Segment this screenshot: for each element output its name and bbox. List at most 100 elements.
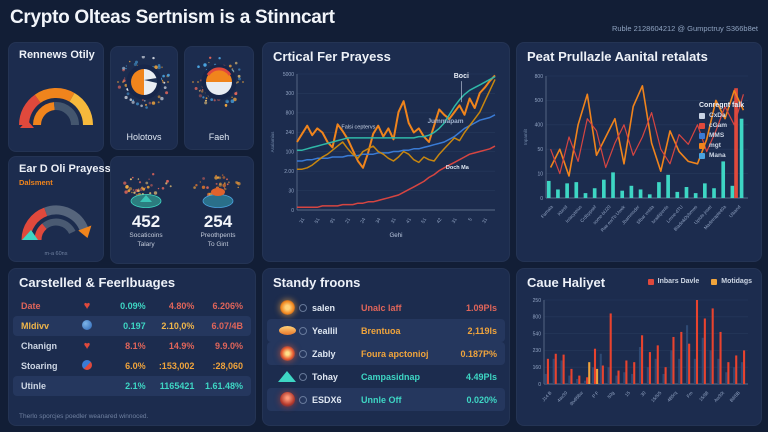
svg-text:P F: P F — [591, 390, 600, 399]
svg-text:10: 10 — [537, 171, 543, 177]
svg-text:230: 230 — [533, 348, 542, 354]
list-item[interactable]: Tohay Campasidnap 4.49Pls — [267, 365, 505, 388]
legend-label: Mana — [709, 152, 726, 159]
svg-text:250: 250 — [533, 298, 542, 304]
card-emblem-faeh: Faeh — [184, 46, 254, 150]
svg-text:50: 50 — [537, 147, 543, 153]
bullet-icon — [299, 349, 307, 358]
item-value: 4.49Pls — [465, 371, 497, 382]
row-name: Mldivv — [21, 321, 50, 331]
svg-text:Gehi: Gehi — [389, 232, 402, 239]
row-value: 0.09% — [120, 301, 146, 311]
svg-text:0: 0 — [291, 208, 294, 214]
coin-icon — [77, 320, 97, 332]
heart-icon: ♥ — [83, 299, 91, 312]
header-meta: Ruble 2128604212 @ Gumpctruy S366b8et — [611, 24, 758, 33]
svg-text:34: 34 — [375, 217, 383, 225]
burst-icon — [123, 173, 172, 208]
legend-item[interactable]: mgt — [699, 142, 755, 149]
panel-critical-title: Crtical Fer Prayess — [273, 49, 391, 64]
table-footnote: Therlo sporcjes poedler weanared winnoce… — [19, 413, 149, 420]
svg-text:21: 21 — [344, 217, 352, 225]
globe-icon — [77, 360, 97, 372]
skull-icon — [275, 392, 299, 407]
table-row[interactable]: Stoaring 6.0% :153,002 :28,060 — [13, 356, 251, 376]
row-value: 6.206% — [212, 301, 244, 311]
legend-swatch — [711, 278, 718, 285]
svg-text:91: 91 — [329, 217, 337, 225]
panel-eard-title: Ear D Oli Prayess — [19, 163, 111, 175]
svg-text:Boci: Boci — [454, 73, 469, 80]
svg-text:Falsi ceptervs: Falsi ceptervs — [341, 124, 375, 130]
list-item[interactable]: Zably Foura apctonioj 0.187P% — [267, 342, 505, 365]
panel-peat-chart: Peat Prullazle Aanital retalats 800 500 40… — [516, 42, 762, 262]
legend-label: mgt — [709, 142, 721, 149]
list-item[interactable]: salen Unalc laff 1.09Pls — [267, 296, 505, 319]
legend-item[interactable]: Mana — [699, 152, 755, 159]
legend-item[interactable]: CxDa — [699, 112, 755, 119]
svg-text:5000: 5000 — [283, 72, 294, 78]
item-name: salen — [299, 303, 361, 313]
emblem-label: Holotovs — [126, 132, 162, 142]
svg-text:100: 100 — [286, 150, 295, 156]
legend-item[interactable]: Inbars Davle — [647, 278, 699, 285]
row-value: 4.80% — [168, 301, 195, 311]
table-row[interactable]: Utinle 2.1% 1165421 1.61.48% — [13, 376, 251, 396]
stat-label: Preothpents To Gint — [183, 232, 253, 250]
item-desc: Brentuoa — [361, 325, 401, 336]
legend-item[interactable]: MMS — [699, 132, 755, 139]
svg-text:Asalamias: Asalamias — [270, 131, 275, 153]
stat-label-line1: Preothpents — [200, 232, 236, 239]
item-desc: Campasidnap — [361, 371, 421, 382]
panel-table-title: Carstelled & Feerlbuages — [19, 275, 176, 290]
list-item[interactable]: ESDX6 Unnle Off 0.020% — [267, 388, 505, 411]
svg-text:4av30: 4av30 — [556, 390, 568, 403]
legend-swatch — [699, 122, 705, 129]
row-name: Utinle — [21, 381, 47, 391]
table-body: Date ♥ 0.09% 4.80% 6.206% Mldivv 0.197 2… — [13, 296, 251, 396]
table-row[interactable]: Date ♥ 0.09% 4.80% 6.206% — [13, 296, 251, 316]
svg-text:15: 15 — [624, 390, 631, 397]
bullet-icon — [299, 395, 307, 404]
svg-text:Kbirtd: Kbirtd — [557, 204, 569, 217]
svg-text:Famala: Famala — [540, 204, 554, 219]
item-name: Tohay — [299, 372, 361, 382]
legend-swatch — [699, 152, 705, 159]
item-name: ESDX6 — [299, 395, 361, 405]
svg-text:31: 31 — [390, 217, 398, 225]
panel-caue-title: Caue Haliyet — [527, 275, 606, 290]
legend-swatch — [699, 132, 705, 139]
stat-socaticoins: 452 Socaticoins Talary — [111, 158, 181, 264]
gauge-arrow-icon — [21, 205, 92, 241]
legend-label: Motidags — [721, 278, 752, 285]
svg-text:240: 240 — [286, 130, 295, 136]
holotovs-emblem-icon — [117, 56, 171, 109]
svg-text:31: 31 — [298, 217, 306, 225]
svg-text:5: 5 — [467, 217, 474, 223]
svg-text:Doch Ma: Doch Ma — [446, 165, 470, 171]
stat-preothpents: 254 Preothpents To Gint — [183, 158, 253, 264]
svg-text:500: 500 — [535, 98, 544, 104]
stat-label-line2: To Gint — [207, 240, 229, 248]
burst-icon — [193, 174, 241, 208]
row-name: Date — [21, 301, 41, 311]
item-value: 1.09Pls — [465, 302, 497, 313]
stat-value: 452 — [131, 212, 161, 231]
bullet-icon — [299, 372, 307, 381]
emblem-label: Faeh — [208, 132, 230, 142]
row-value: 6.0% — [125, 361, 146, 371]
svg-text:Jummapam: Jummapam — [427, 118, 463, 125]
item-desc: Foura apctonioj — [361, 348, 429, 359]
svg-text:15/5/5: 15/5/5 — [650, 390, 663, 403]
legend-item[interactable]: Motidags — [711, 278, 752, 285]
row-value: 6.07/4B — [211, 321, 244, 331]
table-row[interactable]: Mldivv 0.197 2.10,0% 6.07/4B — [13, 316, 251, 336]
svg-text:9tv858w: 9tv858w — [569, 390, 585, 407]
list-item[interactable]: Yeallil Brentuoa 2,119ls — [267, 319, 505, 342]
card-emblem-holotovs: Holotovs — [110, 46, 178, 150]
page-title: Crypto Olteas Sertnism is a Stinncart — [10, 7, 335, 28]
table-row[interactable]: Chanign ♥ 8.1% 14.9% 9.9.0% — [13, 336, 251, 356]
svg-text:30: 30 — [640, 390, 647, 397]
legend-item[interactable]: cGam — [699, 122, 755, 129]
